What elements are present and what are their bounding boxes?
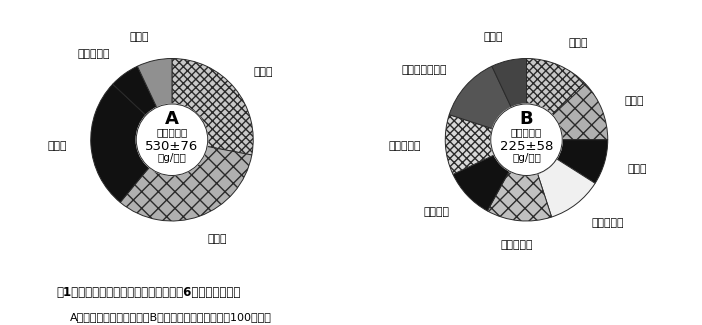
- Wedge shape: [487, 171, 552, 221]
- Wedge shape: [445, 115, 494, 174]
- Text: イネ科: イネ科: [625, 96, 644, 106]
- Text: A：斜面上方無栓冃区，　B：斜面上方ベッチ栓冃（100㎡）区: A：斜面上方無栓冃区， B：斜面上方ベッチ栓冃（100㎡）区: [70, 312, 272, 322]
- Text: その他: その他: [484, 32, 503, 42]
- Text: マメ科: マメ科: [628, 164, 647, 174]
- Wedge shape: [526, 58, 585, 115]
- Text: ゴマノハグサ科: ゴマノハグサ科: [402, 65, 447, 75]
- Text: アブラナ科: アブラナ科: [77, 49, 110, 59]
- Wedge shape: [172, 58, 253, 155]
- Text: ナデシコ科: ナデシコ科: [501, 240, 533, 250]
- Wedge shape: [449, 66, 511, 129]
- Text: 雑草乾物量: 雑草乾物量: [511, 127, 542, 137]
- Wedge shape: [113, 66, 157, 115]
- Text: 図1　傾斜畑圛場の雑草量とその植生（6月始めに調査）: 図1 傾斜畑圛場の雑草量とその植生（6月始めに調査）: [56, 286, 241, 299]
- Text: 225±58: 225±58: [500, 140, 553, 153]
- Text: アカネ科: アカネ科: [423, 207, 449, 217]
- Text: キク科: キク科: [569, 38, 588, 48]
- Text: マメ科: マメ科: [47, 141, 67, 151]
- Wedge shape: [492, 58, 526, 107]
- Text: （g/㎡）: （g/㎡）: [512, 153, 541, 163]
- Wedge shape: [138, 58, 172, 107]
- Wedge shape: [453, 155, 509, 211]
- Wedge shape: [552, 84, 608, 140]
- Wedge shape: [91, 84, 150, 202]
- Circle shape: [136, 104, 208, 176]
- Wedge shape: [120, 147, 252, 221]
- Wedge shape: [538, 159, 595, 217]
- Text: A: A: [165, 111, 179, 128]
- Text: その他: その他: [129, 32, 149, 42]
- Text: キク科: キク科: [253, 67, 273, 77]
- Text: アブラナ科: アブラナ科: [591, 218, 624, 228]
- Text: （g/㎡）: （g/㎡）: [157, 153, 187, 163]
- Text: ヒルガオ科: ヒルガオ科: [389, 141, 421, 151]
- Wedge shape: [557, 140, 608, 183]
- Text: イネ科: イネ科: [208, 234, 227, 244]
- Circle shape: [491, 104, 562, 176]
- Text: B: B: [519, 111, 534, 128]
- Text: 雑草乾物量: 雑草乾物量: [157, 127, 187, 137]
- Text: 530±76: 530±76: [145, 140, 199, 153]
